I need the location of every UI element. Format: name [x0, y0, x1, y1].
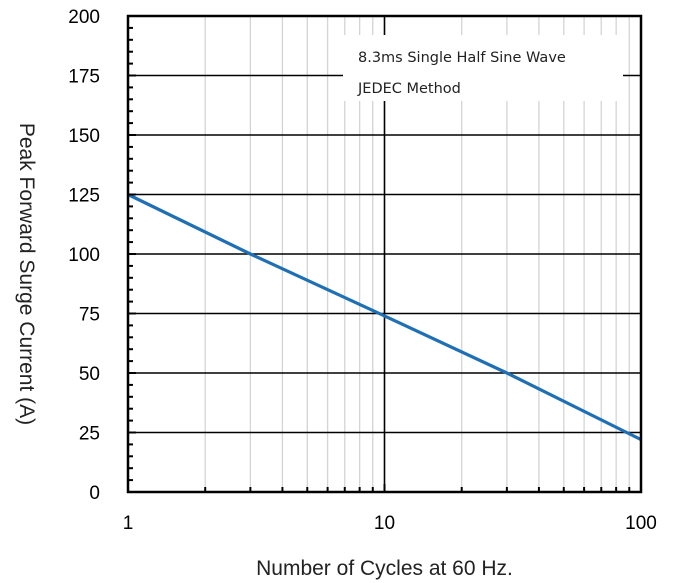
y-tick-label: 125	[68, 186, 100, 207]
x-tick-label: 100	[625, 513, 657, 534]
y-tick-label: 100	[68, 245, 100, 266]
x-tick-labels: 1 10 100	[123, 513, 657, 534]
y-tick-label: 150	[68, 126, 100, 147]
y-tick-label: 175	[68, 67, 100, 88]
annotation-line-2: JEDEC Method	[357, 81, 461, 97]
series-line-0	[127, 193, 642, 442]
series-layer	[127, 193, 642, 442]
axis-ticks	[127, 15, 631, 493]
annotation-box	[343, 35, 623, 101]
annotation-line-1: 8.3ms Single Half Sine Wave	[358, 50, 566, 66]
y-tick-label: 0	[89, 483, 100, 504]
y-axis-title: Peak Forward Surge Current (A)	[15, 123, 38, 425]
x-axis-title: Number of Cycles at 60 Hz.	[256, 557, 513, 580]
y-tick-label: 75	[79, 305, 100, 326]
y-tick-labels: 0 25 50 75 100 125 150 175 200	[68, 7, 100, 504]
y-tick-label: 25	[79, 424, 100, 445]
y-tick-label: 200	[68, 7, 100, 28]
y-tick-label: 50	[79, 364, 100, 385]
x-tick-label: 1	[123, 513, 134, 534]
x-tick-label: 10	[374, 513, 395, 534]
